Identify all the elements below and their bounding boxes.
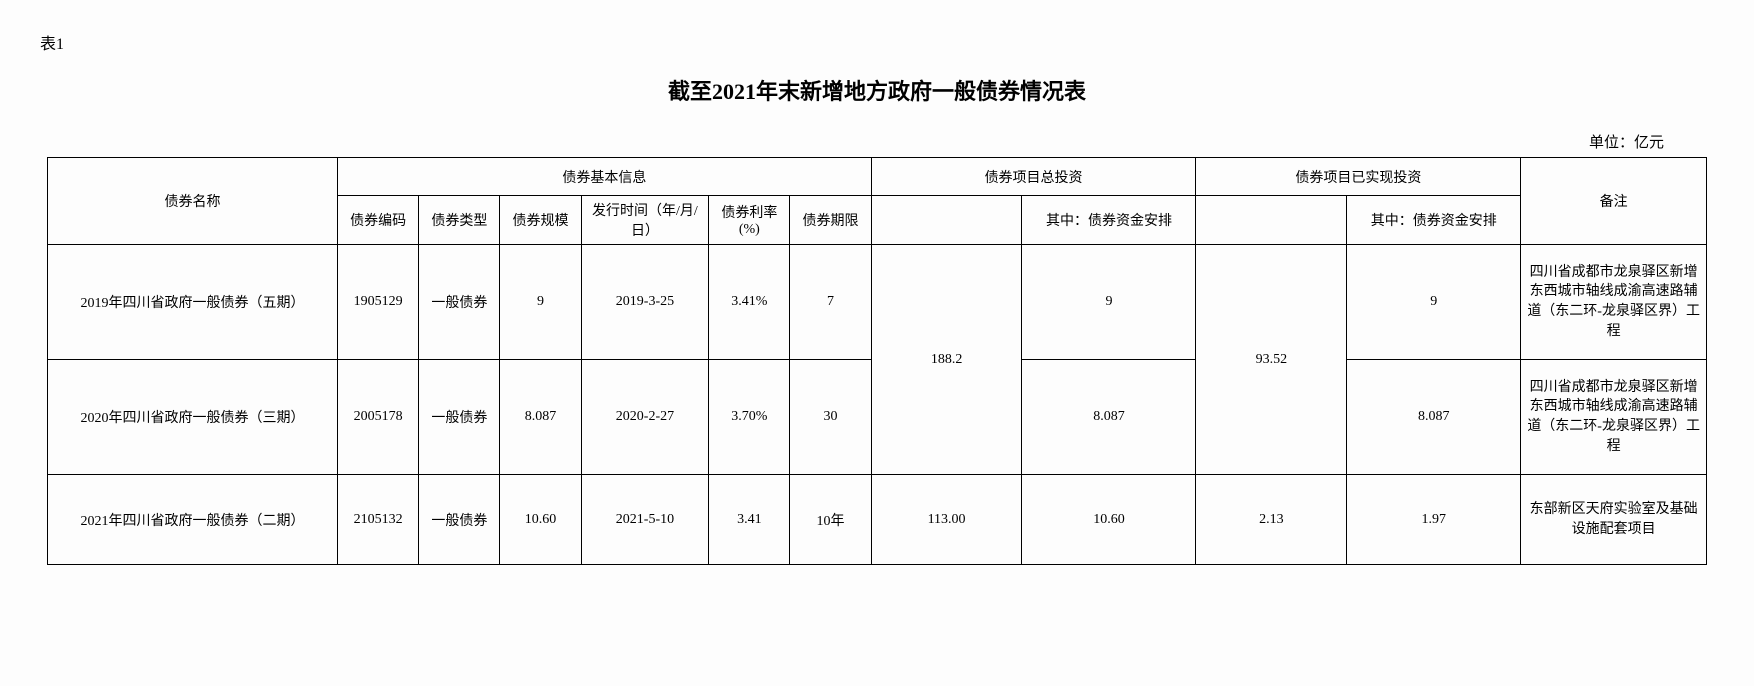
- cell-date: 2019-3-25: [581, 245, 709, 360]
- cell-total-fund: 10.60: [1022, 475, 1196, 565]
- header-bond-name: 债券名称: [48, 158, 338, 245]
- cell-total-invest: 113.00: [871, 475, 1022, 565]
- cell-scale: 10.60: [500, 475, 581, 565]
- cell-date: 2020-2-27: [581, 360, 709, 475]
- header-remarks: 备注: [1521, 158, 1707, 245]
- unit-label: 单位：亿元: [30, 131, 1724, 152]
- cell-total-invest: 188.2: [871, 245, 1022, 475]
- cell-total-fund: 9: [1022, 245, 1196, 360]
- cell-type: 一般债券: [419, 475, 500, 565]
- cell-type: 一般债券: [419, 360, 500, 475]
- cell-total-fund: 8.087: [1022, 360, 1196, 475]
- cell-realized-invest: 2.13: [1196, 475, 1347, 565]
- header-basic-info: 债券基本信息: [338, 158, 872, 196]
- cell-rate: 3.70%: [709, 360, 790, 475]
- cell-code: 2005178: [338, 360, 419, 475]
- cell-name: 2020年四川省政府一般债券（三期）: [48, 360, 338, 475]
- bond-table: 债券名称 债券基本信息 债券项目总投资 债券项目已实现投资 备注 债券编码 债券…: [47, 157, 1707, 565]
- header-bond-scale: 债券规模: [500, 196, 581, 245]
- cell-remark: 四川省成都市龙泉驿区新增东西城市轴线成渝高速路辅道（东二环-龙泉驿区界）工程: [1521, 360, 1707, 475]
- header-total-empty: [871, 196, 1022, 245]
- cell-date: 2021-5-10: [581, 475, 709, 565]
- cell-remark: 四川省成都市龙泉驿区新增东西城市轴线成渝高速路辅道（东二环-龙泉驿区界）工程: [1521, 245, 1707, 360]
- cell-term: 7: [790, 245, 871, 360]
- header-real-fund: 其中：债券资金安排: [1347, 196, 1521, 245]
- cell-code: 2105132: [338, 475, 419, 565]
- cell-remark: 东部新区天府实验室及基础设施配套项目: [1521, 475, 1707, 565]
- header-total-fund: 其中：债券资金安排: [1022, 196, 1196, 245]
- header-term: 债券期限: [790, 196, 871, 245]
- header-issue-date: 发行时间（年/月/日）: [581, 196, 709, 245]
- table-label: 表1: [40, 30, 1724, 54]
- cell-realized-fund: 1.97: [1347, 475, 1521, 565]
- cell-scale: 9: [500, 245, 581, 360]
- cell-name: 2019年四川省政府一般债券（五期）: [48, 245, 338, 360]
- cell-realized-invest: 93.52: [1196, 245, 1347, 475]
- header-total-invest: 债券项目总投资: [871, 158, 1196, 196]
- cell-term: 10年: [790, 475, 871, 565]
- cell-code: 1905129: [338, 245, 419, 360]
- header-rate: 债券利率(%): [709, 196, 790, 245]
- cell-term: 30: [790, 360, 871, 475]
- table-row: 2019年四川省政府一般债券（五期） 1905129 一般债券 9 2019-3…: [48, 245, 1707, 360]
- page-title: 截至2021年末新增地方政府一般债券情况表: [30, 74, 1724, 106]
- cell-realized-fund: 9: [1347, 245, 1521, 360]
- cell-rate: 3.41: [709, 475, 790, 565]
- header-bond-type: 债券类型: [419, 196, 500, 245]
- header-bond-code: 债券编码: [338, 196, 419, 245]
- cell-scale: 8.087: [500, 360, 581, 475]
- cell-realized-fund: 8.087: [1347, 360, 1521, 475]
- cell-type: 一般债券: [419, 245, 500, 360]
- cell-name: 2021年四川省政府一般债券（二期）: [48, 475, 338, 565]
- cell-rate: 3.41%: [709, 245, 790, 360]
- header-real-empty: [1196, 196, 1347, 245]
- header-realized-invest: 债券项目已实现投资: [1196, 158, 1521, 196]
- table-row: 2021年四川省政府一般债券（二期） 2105132 一般债券 10.60 20…: [48, 475, 1707, 565]
